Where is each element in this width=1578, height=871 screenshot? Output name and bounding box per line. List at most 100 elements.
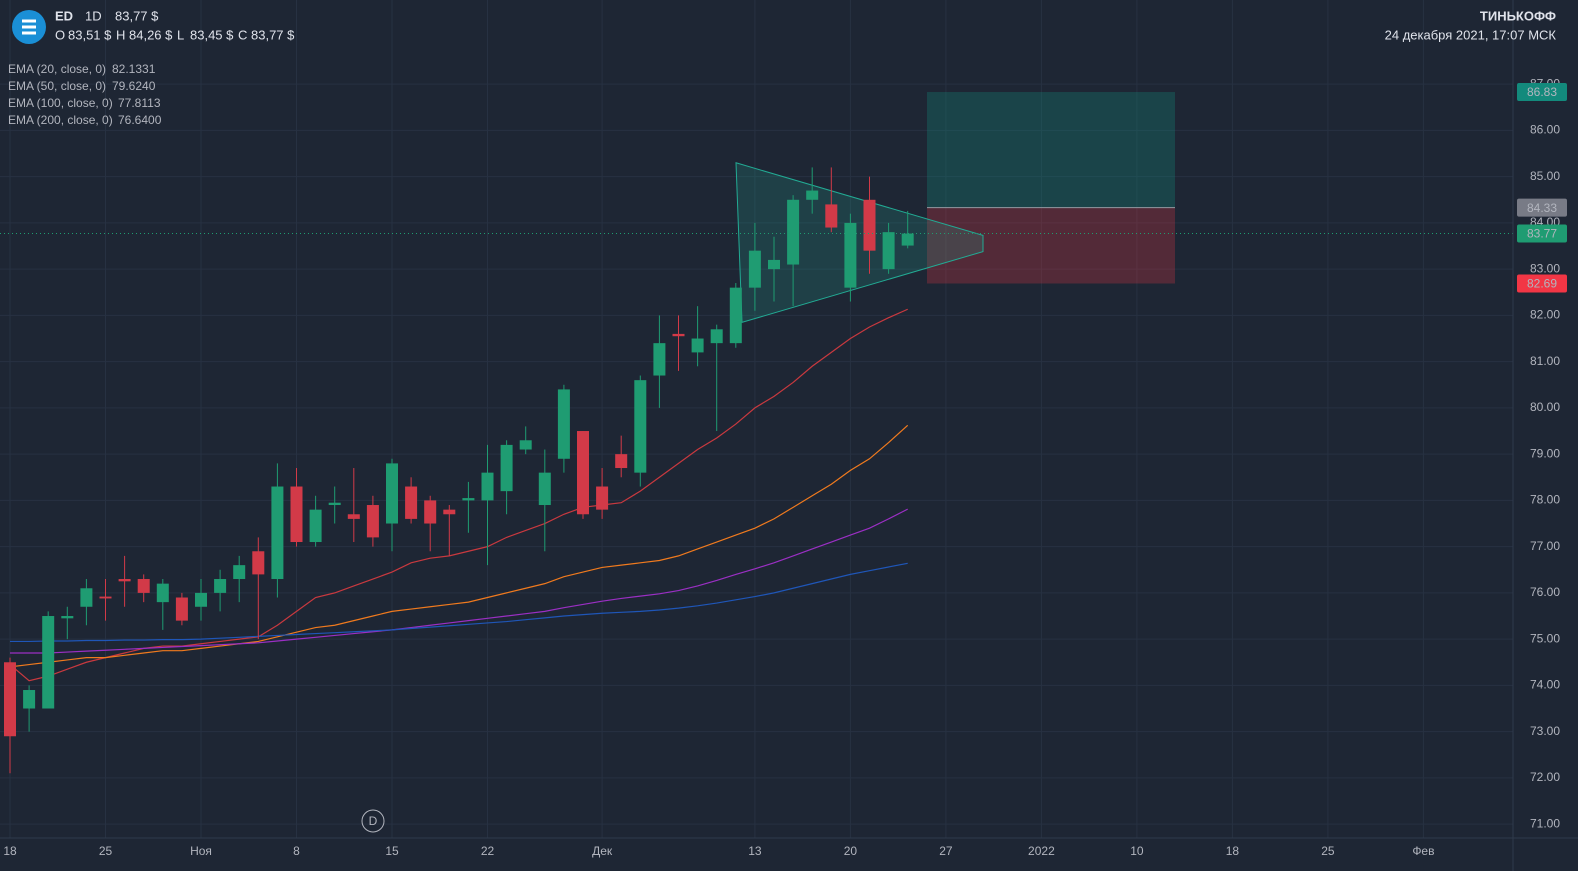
- datetime: 24 декабря 2021, 17:07 МСК: [1385, 27, 1557, 42]
- candle-body: [233, 565, 246, 580]
- price: 83,77 $: [115, 8, 159, 23]
- price-badge-label: 84.33: [1527, 201, 1557, 215]
- ema-line: [10, 562, 908, 643]
- y-tick-label: 85.00: [1530, 169, 1560, 183]
- candle-body: [195, 592, 207, 607]
- ohlc-value: 83,77 $: [251, 27, 295, 42]
- x-tick-label: 25: [99, 844, 113, 858]
- candle-body: [23, 690, 36, 709]
- symbol: ED: [55, 8, 73, 23]
- candle-body: [653, 343, 666, 376]
- candle-body: [462, 498, 475, 501]
- y-tick-label: 73.00: [1530, 724, 1560, 738]
- legend-value: 82.1331: [112, 62, 156, 76]
- candle-body: [443, 509, 456, 515]
- y-tick-label: 79.00: [1530, 446, 1560, 460]
- candle-body: [156, 583, 169, 603]
- candle-body: [80, 588, 93, 607]
- candle-body: [4, 662, 16, 737]
- candle-body: [729, 287, 742, 344]
- y-tick-label: 82.00: [1530, 308, 1560, 322]
- y-tick-label: 71.00: [1530, 816, 1560, 830]
- candle-body: [214, 579, 227, 593]
- candle-body: [901, 233, 914, 246]
- candle-body: [577, 431, 589, 515]
- candle-body: [309, 509, 322, 543]
- candle-body: [481, 472, 494, 501]
- y-tick-label: 74.00: [1530, 678, 1560, 692]
- brand: ТИНЬКОФФ: [1480, 8, 1556, 23]
- candle-body: [366, 505, 379, 538]
- candle-body: [806, 190, 819, 200]
- candle-body: [748, 250, 761, 288]
- candle-body: [424, 500, 437, 524]
- ohlc-key: O: [55, 27, 65, 42]
- candle-body: [787, 199, 800, 265]
- x-tick-label: 18: [3, 844, 17, 858]
- logo-icon: [22, 19, 36, 35]
- candle-body: [538, 472, 551, 506]
- ema-line: [9, 424, 909, 668]
- plot: [0, 0, 1513, 838]
- target-zone: [927, 92, 1175, 208]
- y-tick-label: 80.00: [1530, 400, 1560, 414]
- y-tick-label: 72.00: [1530, 770, 1560, 784]
- candle-body: [99, 596, 112, 599]
- x-tick-label: 10: [1130, 844, 1144, 858]
- ohlc-key: C: [238, 27, 247, 42]
- x-tick-label: 2022: [1028, 844, 1055, 858]
- y-tick-label: 75.00: [1530, 631, 1560, 645]
- x-tick-label: Фев: [1412, 844, 1434, 858]
- ohlc-value: 83,51 $: [68, 27, 112, 42]
- legend-name: EMA (50, close, 0): [8, 79, 106, 93]
- x-tick-label: 20: [844, 844, 858, 858]
- candle-body: [844, 222, 857, 288]
- y-tick-label: 78.00: [1530, 493, 1560, 507]
- x-tick-label: 25: [1321, 844, 1335, 858]
- ohlc-value: 84,26 $: [129, 27, 173, 42]
- dividend-label[interactable]: D: [369, 814, 378, 828]
- y-tick-label: 81.00: [1530, 354, 1560, 368]
- legend-name: EMA (20, close, 0): [8, 62, 106, 76]
- y-tick-label: 83.00: [1530, 261, 1560, 275]
- candle-body: [710, 329, 723, 344]
- x-tick-label: 13: [748, 844, 762, 858]
- candle-body: [672, 333, 685, 337]
- candle-body: [118, 579, 131, 582]
- y-tick-label: 77.00: [1530, 539, 1560, 553]
- x-tick-label: 22: [481, 844, 495, 858]
- x-tick-label: Ноя: [190, 844, 212, 858]
- candle-body: [290, 486, 303, 543]
- candle-body: [691, 338, 704, 353]
- x-tick-label: Дек: [592, 844, 613, 858]
- legend-value: 77.8113: [118, 96, 161, 110]
- price-badge: [1517, 224, 1567, 243]
- y-tick-label: 86.00: [1530, 123, 1560, 137]
- legend-value: 76.6400: [118, 113, 162, 127]
- price-badge: [1517, 274, 1567, 293]
- candle-body: [347, 514, 360, 519]
- dividend-marker[interactable]: [361, 809, 385, 833]
- candle-body: [882, 232, 895, 270]
- candle-body: [405, 486, 418, 519]
- legend-value: 79.6240: [112, 79, 156, 93]
- ema-line: [9, 308, 908, 682]
- candle-body: [825, 204, 838, 228]
- candle-body: [137, 579, 150, 593]
- candle-body: [863, 199, 876, 251]
- candle-body: [271, 486, 284, 580]
- candle-body: [61, 616, 74, 619]
- price-badge-label: 83.77: [1527, 227, 1557, 241]
- ohlc-key: L: [177, 27, 184, 42]
- ohlc-value: 83,45 $: [190, 27, 234, 42]
- candle-body: [252, 551, 265, 575]
- x-tick-label: 27: [939, 844, 953, 858]
- candle-body: [500, 444, 513, 492]
- ohlc-key: H: [116, 27, 125, 42]
- candle-body: [42, 616, 55, 709]
- price-badge: [1517, 198, 1567, 217]
- x-tick-label: 8: [293, 844, 300, 858]
- candle-body: [519, 440, 532, 450]
